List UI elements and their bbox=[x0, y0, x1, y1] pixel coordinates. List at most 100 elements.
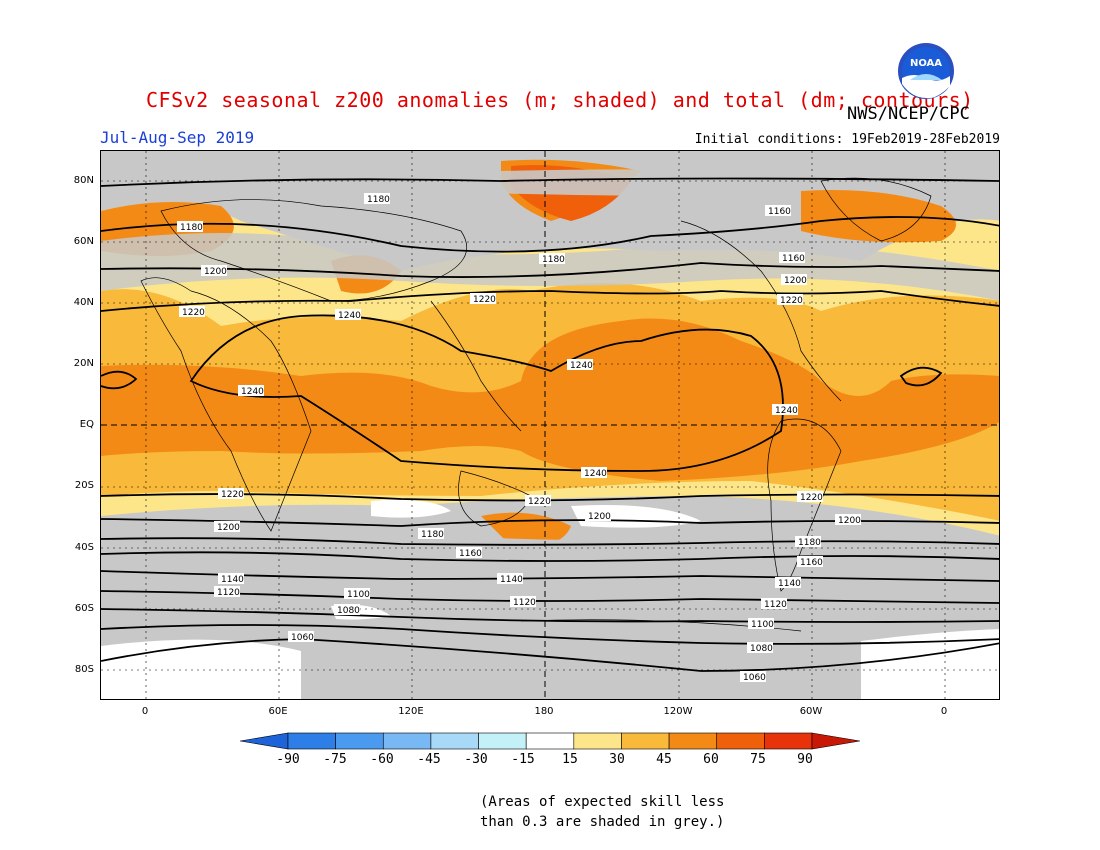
colorbar-overflow bbox=[811, 732, 861, 750]
lat-label: 20N bbox=[73, 358, 94, 369]
contour-label: 1220 bbox=[780, 296, 803, 306]
contour-1240 bbox=[899, 366, 943, 387]
contour-label: 1200 bbox=[838, 516, 861, 526]
contour-label: 1240 bbox=[241, 387, 264, 397]
low-skill-grey bbox=[101, 233, 999, 301]
contour-1180 bbox=[101, 216, 999, 253]
contour-label: 1080 bbox=[337, 606, 360, 616]
colorbar-tick: -75 bbox=[323, 752, 347, 767]
contour-label: 1220 bbox=[182, 308, 205, 318]
contour-1180 bbox=[101, 537, 999, 546]
antarctic-white bbox=[861, 629, 999, 699]
colorbar-underflow bbox=[240, 732, 289, 750]
colorbar-cell bbox=[430, 732, 479, 750]
contour-1220 bbox=[101, 290, 999, 312]
lon-label: 0 bbox=[141, 706, 149, 717]
contour-label: 1240 bbox=[584, 469, 607, 479]
lon-label: 180 bbox=[534, 706, 554, 717]
contour-label: 1160 bbox=[768, 207, 791, 217]
colorbar-tick: 30 bbox=[609, 752, 625, 767]
lon-label: 0 bbox=[940, 706, 948, 717]
anomaly-white bbox=[371, 499, 451, 518]
contour-1120 bbox=[101, 590, 999, 604]
contour-label: 1180 bbox=[542, 255, 565, 265]
anomaly-45-60 bbox=[101, 318, 999, 481]
lat-label: 60S bbox=[74, 603, 94, 614]
contour-label: 1240 bbox=[775, 406, 798, 416]
contour-1240 bbox=[101, 370, 138, 390]
antarctic-white bbox=[101, 639, 301, 699]
colorbar-tick: 60 bbox=[703, 752, 719, 767]
graticule bbox=[101, 151, 999, 699]
colorbar-tick: 90 bbox=[797, 752, 813, 767]
contour-1060 bbox=[101, 638, 999, 672]
colorbar-cell bbox=[478, 732, 527, 750]
anomaly-map: 1180 1180 1180 1160 1160 1200 1200 1220 … bbox=[100, 150, 1000, 700]
lat-label: 40S bbox=[74, 542, 94, 553]
colorbar-tick: -30 bbox=[464, 752, 488, 767]
map-svg: 1180 1180 1180 1160 1160 1200 1200 1220 … bbox=[101, 151, 999, 699]
agency-label: NWS/NCEP/CPC bbox=[847, 104, 970, 124]
contour-label: 1180 bbox=[180, 223, 203, 233]
season-label: Jul-Aug-Sep 2019 bbox=[100, 128, 255, 147]
contour-labels: 1180 1180 1180 1160 1160 1200 1200 1220 … bbox=[177, 193, 861, 683]
anomaly-45-60 bbox=[801, 190, 956, 243]
lat-label: 60N bbox=[73, 236, 94, 247]
contour-label: 1200 bbox=[217, 523, 240, 533]
lat-label: 40N bbox=[73, 297, 94, 308]
contour-label: 1200 bbox=[784, 276, 807, 286]
colorbar-tick: -60 bbox=[370, 752, 394, 767]
colorbar-tick: -45 bbox=[417, 752, 441, 767]
colorbar-cell bbox=[335, 732, 384, 750]
logo-text: NOAA bbox=[910, 58, 942, 69]
contour-label: 1160 bbox=[800, 558, 823, 568]
colorbar-cell bbox=[525, 732, 575, 750]
contour-label: 1100 bbox=[751, 620, 774, 630]
contour-label: 1220 bbox=[221, 490, 244, 500]
colorbar-cell bbox=[382, 732, 432, 750]
contour-label: 1180 bbox=[798, 538, 821, 548]
lat-label: EQ bbox=[79, 419, 94, 430]
colorbar-cell bbox=[716, 732, 765, 750]
lon-label: 120W bbox=[663, 706, 693, 717]
colorbar-tick: -90 bbox=[276, 752, 300, 767]
contour-label: 1140 bbox=[500, 575, 523, 585]
colorbar-cell bbox=[287, 732, 336, 750]
skill-note-line: than 0.3 are shaded in grey.) bbox=[480, 814, 725, 830]
initial-conditions: Initial conditions: 19Feb2019-28Feb2019 bbox=[694, 132, 1000, 147]
colorbar-cell bbox=[764, 732, 813, 750]
colorbar-cells bbox=[287, 732, 813, 750]
colorbar-tick: -15 bbox=[511, 752, 535, 767]
contour-1200 bbox=[101, 262, 999, 278]
contour-label: 1220 bbox=[473, 295, 496, 305]
colorbar-cell bbox=[573, 732, 622, 750]
contour-label: 1120 bbox=[217, 588, 240, 598]
contour-label: 1180 bbox=[367, 195, 390, 205]
contour-1140 bbox=[101, 570, 999, 582]
colorbar-tick: 15 bbox=[562, 752, 578, 767]
contour-label: 1140 bbox=[778, 579, 801, 589]
lon-label: 60E bbox=[268, 706, 288, 717]
contour-label: 1200 bbox=[588, 512, 611, 522]
lon-label: 60W bbox=[799, 706, 823, 717]
contour-label: 1240 bbox=[570, 361, 593, 371]
contour-label: 1120 bbox=[764, 600, 787, 610]
lon-label: 120E bbox=[398, 706, 424, 717]
colorbar-tick: 45 bbox=[656, 752, 672, 767]
colorbar-cell bbox=[621, 732, 670, 750]
lat-label: 80S bbox=[74, 664, 94, 675]
lat-label: 20S bbox=[74, 480, 94, 491]
low-skill-grey bbox=[101, 166, 999, 196]
contour-label: 1060 bbox=[291, 633, 314, 643]
skill-note-line: (Areas of expected skill less bbox=[480, 794, 725, 810]
contour-label: 1100 bbox=[347, 590, 370, 600]
contour-label: 1120 bbox=[513, 598, 536, 608]
contour-label: 1140 bbox=[221, 575, 244, 585]
contour-1080 bbox=[101, 624, 999, 645]
colorbar-tick: 75 bbox=[750, 752, 766, 767]
colorbar-cell bbox=[668, 732, 718, 750]
contour-label: 1160 bbox=[459, 549, 482, 559]
contour-label: 1060 bbox=[743, 673, 766, 683]
contour-1100 bbox=[101, 608, 999, 623]
contour-label: 1180 bbox=[421, 530, 444, 540]
